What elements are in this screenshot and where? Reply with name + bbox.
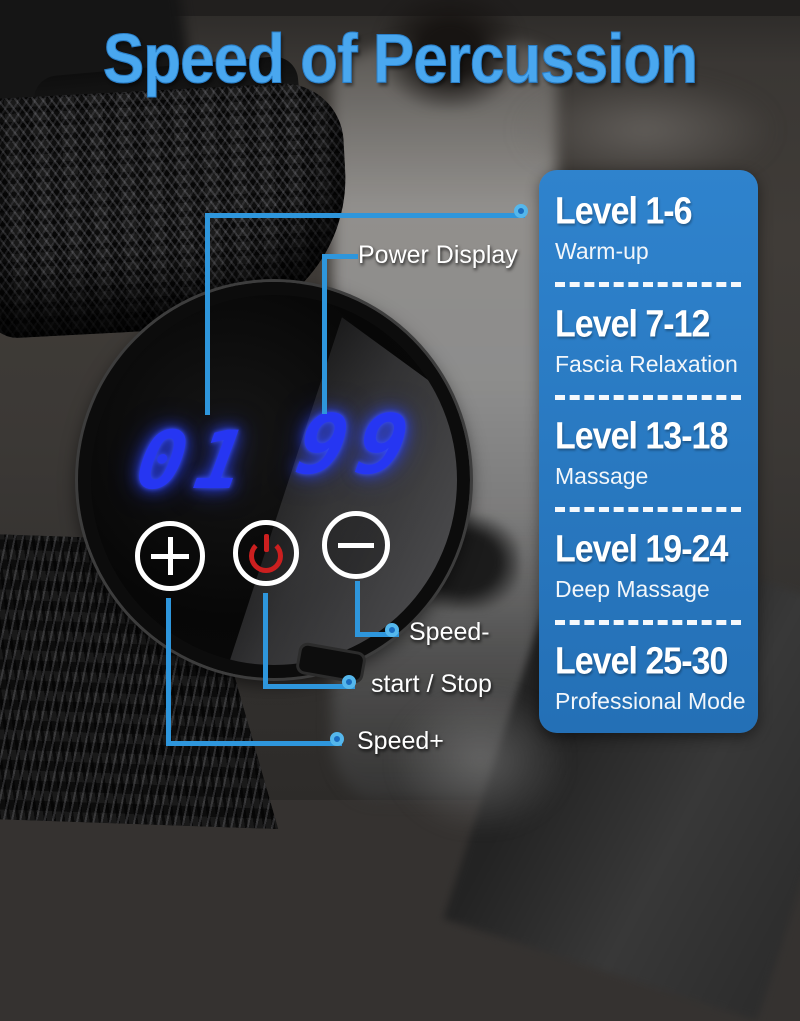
level-item-5: Level 25-30 Professional Mode <box>555 639 746 715</box>
callout-line-speed-minus-vertical <box>355 581 360 637</box>
level-mode: Massage <box>555 463 649 489</box>
page-title: Speed of Percussion <box>102 21 698 99</box>
callout-line-speed-plus-horizontal <box>166 741 342 746</box>
plus-icon <box>151 537 189 575</box>
callout-line-speed-minus-horizontal <box>355 632 399 637</box>
callout-dot-speed-plus <box>330 732 344 746</box>
power-icon-stem <box>263 534 269 552</box>
dashed-divider <box>555 507 741 513</box>
level-range: Level 19-24 <box>555 527 728 570</box>
minus-icon <box>338 542 374 548</box>
speed-plus-button[interactable] <box>135 521 205 591</box>
level-item-2: Level 7-12 Fascia Relaxation <box>555 302 744 378</box>
background-arm <box>520 80 770 180</box>
device-control-face <box>78 282 470 678</box>
callout-line-power-display-horizontal <box>322 254 358 259</box>
callout-dot-top <box>514 204 528 218</box>
power-icon <box>249 534 283 573</box>
led-level-display: 01 <box>129 414 263 507</box>
callout-line-start-stop-vertical <box>263 593 268 689</box>
level-range: Level 25-30 <box>555 639 728 683</box>
callout-line-top-horizontal <box>205 213 525 218</box>
led-power-display: 99 <box>289 398 426 493</box>
power-display-label: Power Display <box>358 241 518 269</box>
power-button[interactable] <box>233 520 299 586</box>
dashed-divider <box>555 619 741 625</box>
background-hair <box>380 0 520 110</box>
level-range: Level 1-6 <box>555 189 693 233</box>
callout-dot-start-stop <box>342 675 356 689</box>
level-mode: Deep Massage <box>555 575 710 602</box>
level-mode: Warm-up <box>555 238 649 264</box>
level-item-3: Level 13-18 Massage <box>555 414 744 490</box>
dashed-divider <box>555 394 741 400</box>
speed-plus-label: Speed+ <box>357 727 444 755</box>
level-mode: Professional Mode <box>555 688 746 714</box>
speed-minus-label: Speed- <box>409 618 490 646</box>
callout-line-power-display-vertical <box>322 254 327 414</box>
dashed-divider <box>555 282 741 288</box>
level-range: Level 7-12 <box>555 302 710 345</box>
callout-line-level-display <box>205 213 210 415</box>
levels-panel: Level 1-6 Warm-up Level 7-12 Fascia Rela… <box>539 170 758 733</box>
level-item-1: Level 1-6 Warm-up <box>555 189 744 265</box>
power-icon-ring <box>249 539 283 573</box>
speed-minus-button[interactable] <box>322 511 390 579</box>
level-range: Level 13-18 <box>555 414 728 458</box>
callout-line-start-stop-horizontal <box>263 684 355 689</box>
level-item-4: Level 19-24 Deep Massage <box>555 527 744 603</box>
start-stop-label: start / Stop <box>371 670 492 698</box>
level-mode: Fascia Relaxation <box>555 350 738 377</box>
callout-line-speed-plus-vertical <box>166 598 171 746</box>
callout-dot-speed-minus <box>385 623 399 637</box>
